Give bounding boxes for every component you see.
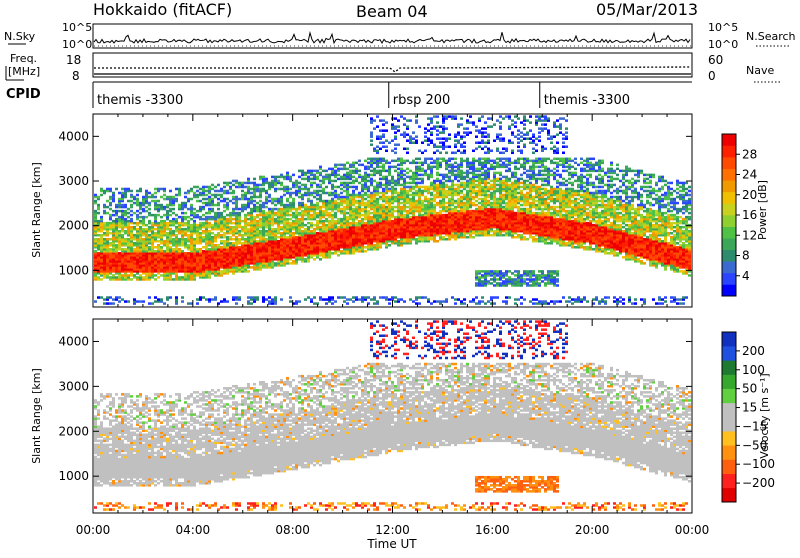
power-ylabel: Slant Range [km] xyxy=(30,162,43,258)
velocity-panel: Slant Range [km] 1000 2000 3000 4000 00:00 0… xyxy=(30,319,775,551)
colorbar-tick-label: −200 xyxy=(742,476,775,490)
cpid-segment-label: themis -3300 xyxy=(97,93,183,108)
xaxis-label: Time UT xyxy=(366,537,417,551)
velocity-cbar-label: Velocity [m s⁻¹] xyxy=(758,373,771,458)
colorbar-tick-label: 24 xyxy=(742,168,757,182)
beam-title: Beam 04 xyxy=(356,2,428,21)
y-tick-label: 4000 xyxy=(58,129,89,143)
freq-panel: Freq. [MHz] 18 8 60 0 Nave xyxy=(6,52,780,83)
x-tick-label: 00:00 xyxy=(675,523,710,537)
power-colorbar: 4 8 12 16 20 24 28 xyxy=(722,134,757,296)
y-tick-label: 3000 xyxy=(58,174,89,188)
y-tick-label: 4000 xyxy=(58,334,89,348)
cpid-segment-label: rbsp 200 xyxy=(393,93,451,108)
power-panel: Slant Range [km] 1000 2000 3000 4000 4 8 12 16… xyxy=(30,114,769,307)
colorbar-tick-label: 15 xyxy=(742,401,757,415)
date-title: 05/Mar/2013 xyxy=(596,0,698,19)
colorbar-tick-label: 16 xyxy=(742,208,757,222)
freq-tick-bottom: 8 xyxy=(72,69,80,83)
nave-tick-top: 60 xyxy=(708,53,723,67)
y-tick-label: 1000 xyxy=(58,469,89,483)
freq-tick-top: 18 xyxy=(66,53,81,67)
nsearch-tick-bottom: 10^0 xyxy=(708,38,738,51)
y-tick-label: 2000 xyxy=(58,424,89,438)
cpid-label: CPID xyxy=(6,87,41,102)
nsky-label: N.Sky xyxy=(4,30,36,43)
nave-label: Nave xyxy=(746,64,774,77)
x-tick-label: 12:00 xyxy=(375,523,410,537)
power-cbar-label: Power [dB] xyxy=(756,180,769,240)
freq-label: Freq. xyxy=(10,52,37,65)
colorbar-tick-label: 8 xyxy=(742,249,750,263)
y-tick-label: 1000 xyxy=(58,263,89,277)
colorbar-tick-label: 20 xyxy=(742,188,757,202)
nsky-panel: N.Sky 10^5 10^0 10^5 10^0 N.Search xyxy=(4,21,796,51)
freq-unit: [MHz] xyxy=(8,65,40,78)
velocity-heatmap xyxy=(94,320,691,510)
power-heatmap xyxy=(94,115,691,304)
y-tick-label: 2000 xyxy=(58,219,89,233)
x-tick-label: 16:00 xyxy=(475,523,510,537)
nsky-tick-bottom: 10^0 xyxy=(62,38,92,51)
colorbar-tick-label: 12 xyxy=(742,228,757,242)
station-title: Hokkaido (fitACF) xyxy=(93,0,232,19)
nsky-tick-top: 10^5 xyxy=(62,21,92,34)
x-tick-label: 20:00 xyxy=(575,523,610,537)
cpid-segment-label: themis -3300 xyxy=(544,93,630,108)
nsearch-tick-top: 10^5 xyxy=(708,21,738,34)
x-tick-label: 00:00 xyxy=(76,523,111,537)
velocity-ylabel: Slant Range [km] xyxy=(30,368,43,464)
x-tick-label: 08:00 xyxy=(275,523,310,537)
colorbar-tick-label: 50 xyxy=(742,382,757,396)
nave-tick-bottom: 0 xyxy=(708,69,716,83)
x-tick-label: 04:00 xyxy=(176,523,211,537)
nsearch-label: N.Search xyxy=(746,30,796,43)
nsky-trace xyxy=(94,32,690,43)
cpid-panel: CPID themis -3300 rbsp 200 themis -3300 xyxy=(6,82,692,108)
y-tick-label: 3000 xyxy=(58,379,89,393)
colorbar-tick-label: 4 xyxy=(742,269,750,283)
colorbar-tick-label: 28 xyxy=(742,147,757,161)
colorbar-tick-label: 200 xyxy=(742,344,765,358)
